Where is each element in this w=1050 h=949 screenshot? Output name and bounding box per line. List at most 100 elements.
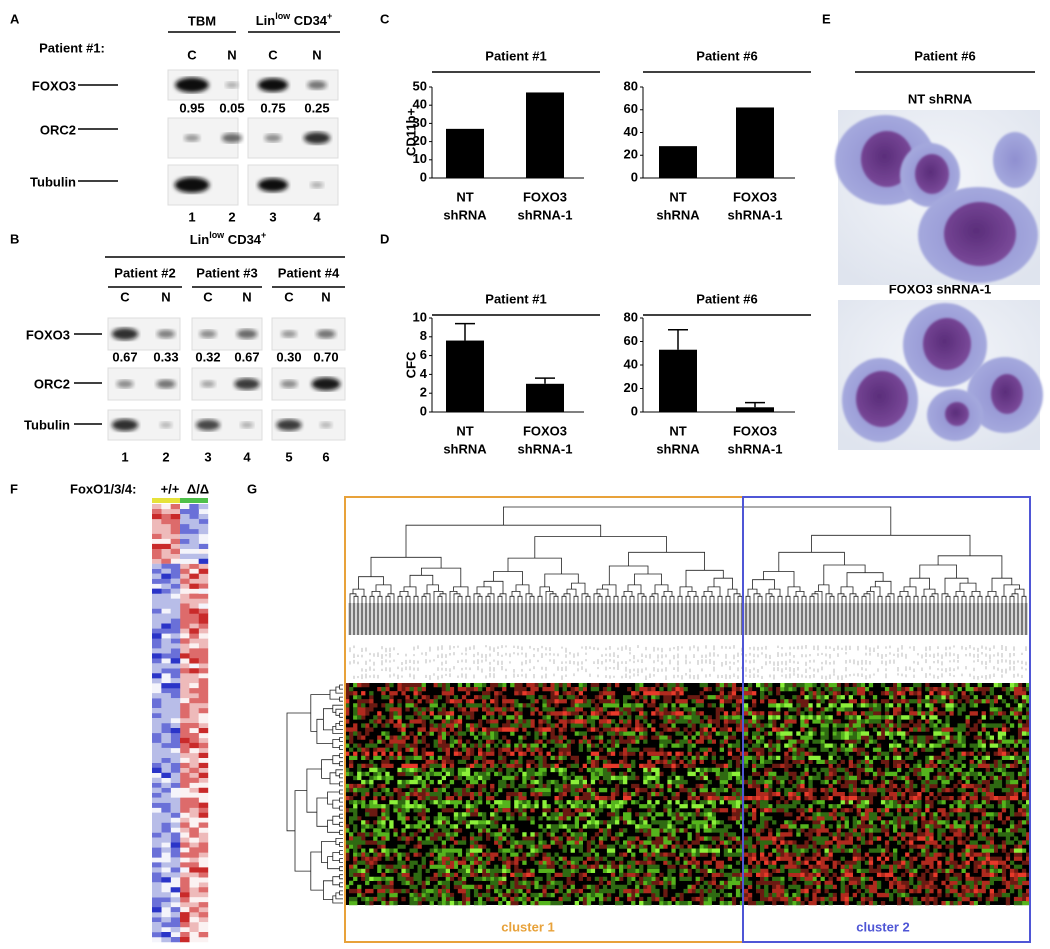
- lane-number: 3: [204, 449, 211, 464]
- panel-label: G: [247, 481, 257, 496]
- x-tick-label: FOXO3: [733, 189, 777, 204]
- lane-label: N: [161, 289, 170, 304]
- row-label: FOXO3: [32, 78, 76, 93]
- y-tick-label: 10: [413, 309, 427, 324]
- header-part: +: [261, 230, 266, 240]
- bar: [736, 107, 774, 178]
- y-tick-label: 30: [413, 115, 427, 130]
- dendrogram: [349, 506, 1027, 603]
- chart-title: Patient #1: [485, 291, 546, 306]
- header-part: Lin: [256, 13, 276, 28]
- lane-number: 5: [285, 449, 292, 464]
- x-tick-label: shRNA-1: [728, 207, 783, 222]
- x-tick-label: FOXO3: [523, 189, 567, 204]
- nucleus: [944, 202, 1016, 266]
- cluster-label: cluster 2: [856, 919, 909, 934]
- bar: [526, 92, 564, 178]
- bar: [446, 340, 484, 412]
- heatmap-cells: [345, 683, 1031, 906]
- patient-label: Patient #4: [278, 265, 340, 280]
- lane-number: 1: [121, 449, 128, 464]
- y-axis-label: CFC: [403, 351, 418, 378]
- quantity: 0.05: [219, 100, 244, 115]
- heatmap-cells: [152, 504, 209, 943]
- blot-band: [258, 78, 288, 92]
- leaf-bars: [348, 603, 1028, 635]
- panel-label: D: [380, 231, 389, 246]
- x-tick-label: shRNA: [443, 207, 487, 222]
- patient-label: Patient #1:: [39, 40, 105, 55]
- panel-label: F: [10, 481, 18, 496]
- blot-band: [175, 77, 209, 93]
- row-label: Tubulin: [24, 417, 70, 432]
- blot-band: [310, 181, 324, 189]
- lane-number: 6: [322, 449, 329, 464]
- y-tick-label: 8: [420, 328, 427, 343]
- y-tick-label: 80: [624, 309, 638, 324]
- header-part: +: [327, 11, 332, 21]
- y-tick-label: 6: [420, 347, 427, 362]
- error-bar: [668, 329, 688, 350]
- lane-label: C: [120, 289, 130, 304]
- blot-band: [199, 330, 217, 338]
- blot-band: [200, 380, 216, 388]
- lane-label: C: [187, 47, 197, 62]
- blot-band: [316, 329, 336, 339]
- x-tick-label: NT: [456, 423, 473, 438]
- bar: [526, 383, 564, 412]
- blot-band: [240, 421, 254, 429]
- chart-title: Patient #6: [696, 48, 757, 63]
- heatmap-cells: [345, 683, 1031, 906]
- genotype-label: +/+: [161, 481, 180, 496]
- quantity: 0.25: [304, 100, 329, 115]
- row-label: ORC2: [34, 376, 70, 391]
- lane-number: 4: [313, 209, 321, 224]
- blot-band: [221, 133, 243, 143]
- blot-band: [281, 330, 297, 338]
- nucleus: [856, 371, 908, 427]
- quantity: 0.95: [179, 100, 204, 115]
- heatmap-label: FoxO1/3/4:: [70, 481, 136, 496]
- blot-band: [111, 328, 139, 340]
- lane-label: N: [321, 289, 330, 304]
- lane-number: 3: [269, 209, 276, 224]
- lane-label: N: [242, 289, 251, 304]
- x-tick-label: NT: [669, 423, 686, 438]
- blot-band: [225, 81, 239, 89]
- blot-band: [264, 134, 282, 142]
- bar: [736, 407, 774, 412]
- blot-band: [258, 178, 288, 192]
- y-tick-label: 20: [624, 147, 638, 162]
- cell: [993, 132, 1037, 188]
- header-part: CD34: [290, 13, 328, 28]
- header-part: low: [275, 11, 291, 21]
- y-tick-label: 4: [420, 366, 428, 381]
- nucleus: [861, 131, 913, 187]
- y-tick-label: 40: [624, 124, 638, 139]
- lane-label: N: [227, 47, 236, 62]
- nucleus: [915, 154, 949, 194]
- y-tick-label: 0: [420, 403, 427, 418]
- heatmap-cells: [152, 504, 209, 938]
- y-tick-label: 80: [624, 78, 638, 93]
- panel-label: E: [822, 11, 831, 26]
- row-label: FOXO3: [26, 327, 70, 342]
- blot-band: [276, 419, 302, 431]
- x-tick-label: NT: [456, 189, 473, 204]
- quantity: 0.75: [260, 100, 285, 115]
- error-bar: [745, 401, 765, 408]
- x-tick-label: shRNA: [443, 441, 487, 456]
- heatmap-cells: [345, 683, 1031, 906]
- blot-band: [196, 419, 220, 431]
- chart-title: Patient #6: [696, 291, 757, 306]
- quantity: 0.67: [234, 349, 259, 364]
- y-tick-label: 20: [624, 380, 638, 395]
- panel-label: C: [380, 11, 390, 26]
- blot-band: [319, 421, 333, 429]
- y-tick-label: 0: [420, 169, 427, 184]
- lane-label: C: [284, 289, 294, 304]
- nucleus: [991, 374, 1023, 414]
- x-tick-label: shRNA-1: [518, 207, 573, 222]
- panel-label: B: [10, 231, 19, 246]
- y-tick-label: 60: [624, 101, 638, 116]
